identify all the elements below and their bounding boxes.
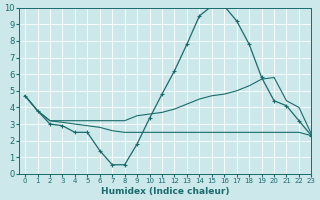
X-axis label: Humidex (Indice chaleur): Humidex (Indice chaleur) [101, 187, 229, 196]
